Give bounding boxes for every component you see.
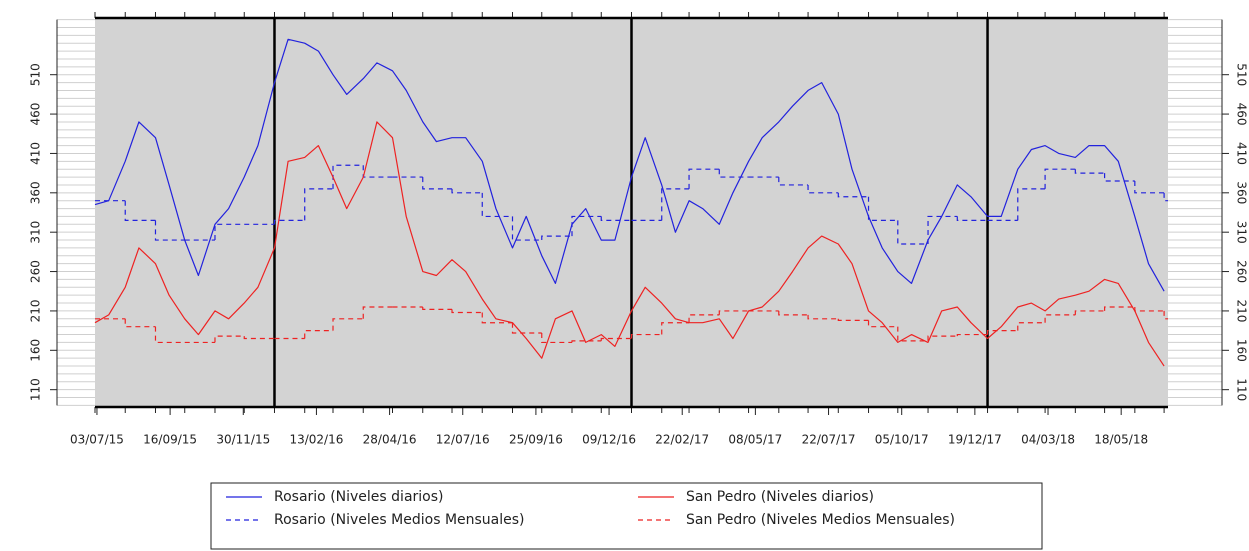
monthly-step [481,312,513,324]
monthly-step [1044,314,1076,323]
monthly-step [1044,168,1076,189]
monthly-step [688,168,720,189]
legend-box [210,482,1043,550]
monthly-step [273,219,305,225]
monthly-step [1163,310,1168,320]
monthly-step [124,318,156,328]
legend-label: Rosario (Niveles Medios Mensuales) [274,512,525,528]
monthly-step [422,306,453,310]
x-tick-label: 22/07/17 [802,433,856,447]
monthly-step [451,309,483,314]
y-tick-label: 110 [29,378,43,401]
y-tick-label-right: 160 [1235,339,1249,362]
daily-line [94,38,1165,292]
monthly-step [332,318,364,331]
monthly-step [630,333,662,339]
x-tick-label: 30/11/15 [216,433,270,447]
x-tick-label: 28/04/16 [363,433,417,447]
monthly-step [688,314,720,323]
monthly-step [956,333,988,337]
monthly-step [778,177,809,186]
monthly-step [807,184,839,194]
monthly-step [422,177,453,190]
monthly-step [571,340,602,343]
monthly-step [661,188,690,221]
monthly-step [837,192,869,198]
monthly-step [600,216,632,221]
y-tick-label-right: 110 [1235,378,1249,401]
legend-label: San Pedro (Niveles diarios) [686,489,874,505]
x-tick-label: 08/05/17 [728,433,782,447]
monthly-step [362,306,393,319]
monthly-step [1017,322,1046,331]
monthly-step [1134,181,1165,194]
monthly-step [154,220,185,241]
monthly-step [1104,173,1135,182]
y-tick-label-right: 260 [1235,260,1249,283]
monthly-step [1134,306,1165,312]
monthly-step [927,215,958,244]
y-tick-label: 410 [29,142,43,165]
monthly-step [243,336,275,340]
monthly-step [807,314,839,320]
monthly-step [541,332,572,344]
monthly-step [451,188,483,194]
monthly-step [1074,310,1105,315]
legend: Rosario (Niveles diarios) Rosario (Nivele… [226,489,955,528]
y-tick-label: 510 [29,63,43,86]
daily-line [94,121,1165,367]
monthly-step [718,169,749,178]
x-tick-label: 18/05/18 [1094,433,1148,447]
monthly-step [1074,169,1105,174]
y-tick-label-right: 510 [1235,63,1249,86]
x-tick-label: 03/07/15 [70,433,124,447]
monthly-step [1163,192,1168,202]
monthly-step [778,310,809,316]
monthly-step [867,320,898,328]
y-tick-label-right: 310 [1235,221,1249,244]
monthly-step [304,330,334,339]
legend-label: Rosario (Niveles diarios) [274,489,444,505]
x-tick-label: 25/09/16 [509,433,563,447]
x-tick-label: 12/07/16 [436,433,490,447]
y-tick-label: 360 [29,181,43,204]
y-tick-label-right: 460 [1235,103,1249,126]
monthly-step [600,337,632,341]
x-tick-label: 13/02/16 [289,433,343,447]
monthly-step [304,188,334,221]
legend-label: San Pedro (Niveles Medios Mensuales) [686,512,955,528]
x-tick-label: 04/03/18 [1021,433,1075,447]
x-tick-label: 22/02/17 [655,433,709,447]
monthly-step [1017,188,1046,221]
monthly-step [986,330,1018,335]
y-tick-label: 260 [29,260,43,283]
monthly-step [718,310,749,315]
x-tick-label: 09/12/16 [582,433,636,447]
y-tick-label: 310 [29,221,43,244]
monthly-step [1104,306,1135,311]
y-tick-label-right: 360 [1235,181,1249,204]
monthly-step [956,216,988,221]
y-tick-label-right: 210 [1235,299,1249,322]
y-tick-label: 460 [29,103,43,126]
x-tick-label: 16/09/15 [143,433,197,447]
monthly-step [511,322,542,334]
x-tick-label: 05/10/17 [875,433,929,447]
y-tick-label: 210 [29,299,43,322]
monthly-step [897,326,929,342]
monthly-step [571,215,602,237]
monthly-step [837,318,869,321]
x-tick-label: 19/12/17 [948,433,1002,447]
monthly-step [124,200,156,221]
monthly-step [541,235,572,241]
monthly-step [927,335,958,341]
monthly-step [661,322,690,335]
monthly-step [214,335,245,343]
y-tick-label-right: 410 [1235,142,1249,165]
y-tick-label: 160 [29,339,43,362]
